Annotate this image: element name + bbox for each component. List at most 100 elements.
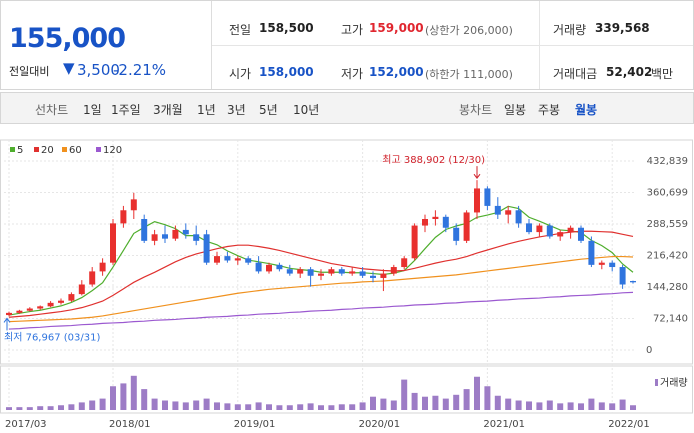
- legend-label: 20: [41, 145, 54, 156]
- divider: [211, 1, 212, 89]
- volume-bar: [619, 399, 626, 410]
- quote-label: 거래량: [553, 23, 587, 37]
- quote-value: 152,000: [369, 65, 424, 79]
- quote-value: 339,568: [595, 21, 650, 35]
- legend-label: 120: [103, 145, 122, 156]
- y-tick-label: 72,140: [653, 313, 688, 324]
- volume-bar: [99, 398, 106, 410]
- volume-bar: [203, 398, 210, 410]
- y-tick-label: 432,839: [647, 156, 688, 167]
- x-tick-label: 2018/01: [109, 419, 151, 430]
- volume-bar: [286, 405, 293, 410]
- period-button[interactable]: 1주일: [111, 103, 141, 117]
- period-button[interactable]: 월봉: [575, 103, 598, 117]
- candle-body: [588, 240, 595, 265]
- candle-body: [411, 225, 418, 259]
- y-tick-label: 0: [646, 345, 652, 356]
- candle-body: [99, 262, 106, 272]
- volume-bar: [380, 398, 387, 410]
- candle-body: [598, 262, 605, 265]
- volume-bar: [297, 404, 304, 410]
- candle-body: [286, 269, 293, 274]
- volume-bar: [349, 404, 356, 410]
- volume-bar: [463, 389, 470, 410]
- candle-body: [578, 227, 584, 241]
- candle-body: [484, 188, 491, 206]
- volume-panel: [0, 365, 693, 414]
- candle-body: [318, 273, 324, 276]
- candle-body: [234, 258, 241, 261]
- candle-body: [526, 223, 532, 233]
- period-button[interactable]: 3년: [227, 103, 246, 117]
- candle-body: [619, 267, 626, 285]
- volume-bar: [370, 396, 376, 410]
- volume-bar: [484, 386, 491, 410]
- period-button[interactable]: 주봉: [538, 103, 561, 117]
- candle-body: [338, 269, 345, 274]
- candle-body: [37, 306, 44, 309]
- x-tick-label: 2017/03: [5, 419, 47, 430]
- candle-body: [141, 219, 148, 241]
- change-rate: -2.21%: [113, 61, 167, 79]
- candle-body: [370, 275, 376, 278]
- x-tick-label: 2020/01: [359, 419, 401, 430]
- quote-label: 저가: [341, 67, 364, 81]
- moving-average-line: [8, 230, 634, 318]
- candle-body: [78, 284, 85, 295]
- candle-body: [349, 271, 356, 274]
- quote-panel: 155,000 전일대비 ▼ 3,500 -2.21% 전일 158,500 고…: [0, 0, 694, 90]
- volume-bar: [307, 403, 314, 410]
- candle-body: [182, 229, 189, 235]
- legend-swatch: [62, 147, 67, 152]
- period-button[interactable]: 1년: [197, 103, 216, 117]
- period-button[interactable]: 3개월: [153, 103, 183, 117]
- volume-bar: [276, 405, 283, 410]
- x-tick-label: 2019/01: [234, 419, 276, 430]
- candle-body: [546, 225, 553, 237]
- annotation-label: 최저 76,967 (03/31): [4, 331, 100, 343]
- candle-body: [390, 267, 397, 274]
- candle-body: [557, 232, 564, 237]
- volume-bar: [214, 402, 220, 410]
- volume-bar: [245, 404, 252, 410]
- candle-body: [6, 312, 12, 316]
- volume-bar: [130, 375, 137, 410]
- y-tick-label: 216,420: [647, 250, 688, 261]
- candle-body: [26, 308, 33, 311]
- candle-body: [47, 302, 54, 307]
- volume-bar: [224, 403, 231, 410]
- annotation-arrowhead: [473, 173, 481, 180]
- volume-bar: [578, 403, 584, 410]
- candle-body: [432, 216, 439, 220]
- x-tick-label: 2021/01: [483, 419, 525, 430]
- period-button[interactable]: 일봉: [504, 103, 527, 117]
- volume-bar: [58, 405, 64, 410]
- candle-body: [276, 264, 283, 270]
- candle-body: [463, 212, 470, 241]
- candle-body: [567, 227, 574, 233]
- candle-body: [245, 258, 252, 263]
- volume-bar: [494, 395, 501, 410]
- quote-value: 159,000: [369, 21, 424, 35]
- period-button[interactable]: 5년: [259, 103, 278, 117]
- candle-body: [328, 269, 335, 274]
- volume-bar: [68, 404, 75, 410]
- volume-bar: [609, 403, 616, 410]
- period-button[interactable]: 10년: [293, 103, 320, 117]
- candle-body: [16, 310, 23, 313]
- candle-body: [609, 262, 616, 268]
- volume-bar: [266, 404, 272, 410]
- volume-bar: [193, 400, 200, 410]
- candle-body: [453, 227, 460, 241]
- candle-body: [255, 262, 262, 272]
- candle-body: [193, 234, 200, 241]
- period-button[interactable]: 1일: [83, 103, 102, 117]
- legend-label: 60: [69, 145, 82, 156]
- candle-body: [214, 256, 220, 263]
- candle-body: [203, 234, 210, 263]
- volume-bar: [526, 401, 532, 410]
- annotation-label: 최고 388,902 (12/30): [382, 154, 485, 166]
- volume-bar: [474, 376, 480, 410]
- volume-legend-swatch: [655, 379, 658, 386]
